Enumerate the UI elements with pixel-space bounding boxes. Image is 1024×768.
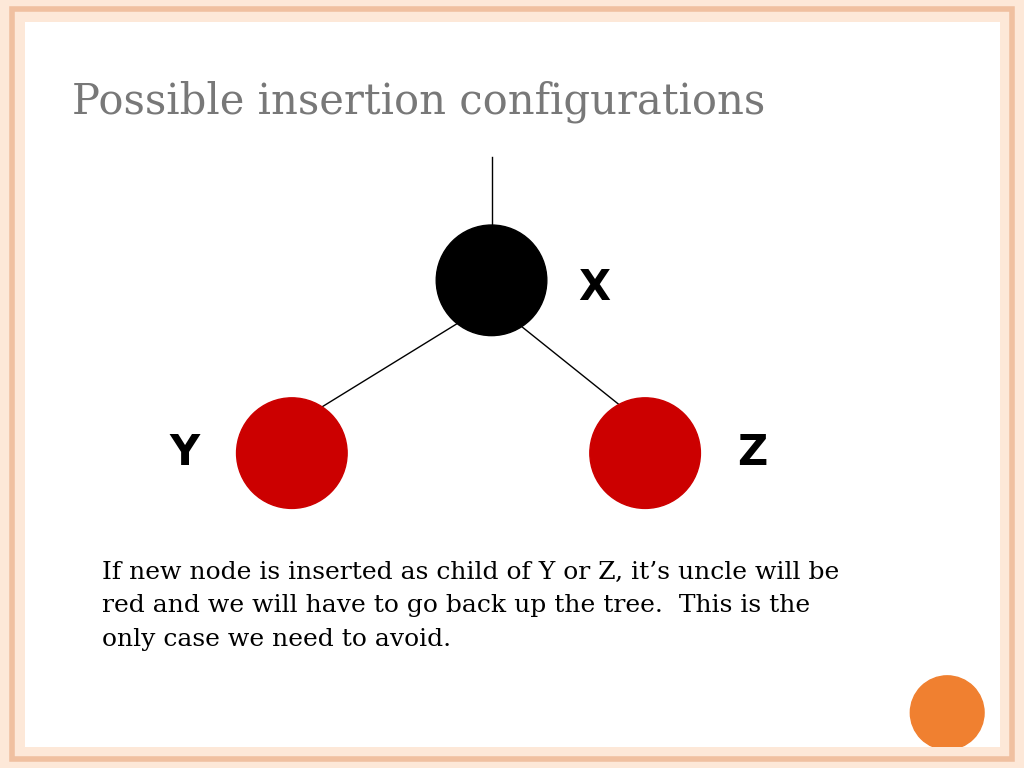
Ellipse shape bbox=[237, 398, 347, 508]
Ellipse shape bbox=[436, 225, 547, 336]
Text: Possible insertion configurations: Possible insertion configurations bbox=[72, 81, 765, 123]
Text: Y: Y bbox=[170, 432, 200, 474]
Text: If new node is inserted as child of Y or Z, it’s uncle will be
red and we will h: If new node is inserted as child of Y or… bbox=[102, 561, 840, 651]
Ellipse shape bbox=[590, 398, 700, 508]
Ellipse shape bbox=[910, 676, 984, 750]
Text: X: X bbox=[579, 267, 610, 309]
Text: Z: Z bbox=[737, 432, 768, 474]
